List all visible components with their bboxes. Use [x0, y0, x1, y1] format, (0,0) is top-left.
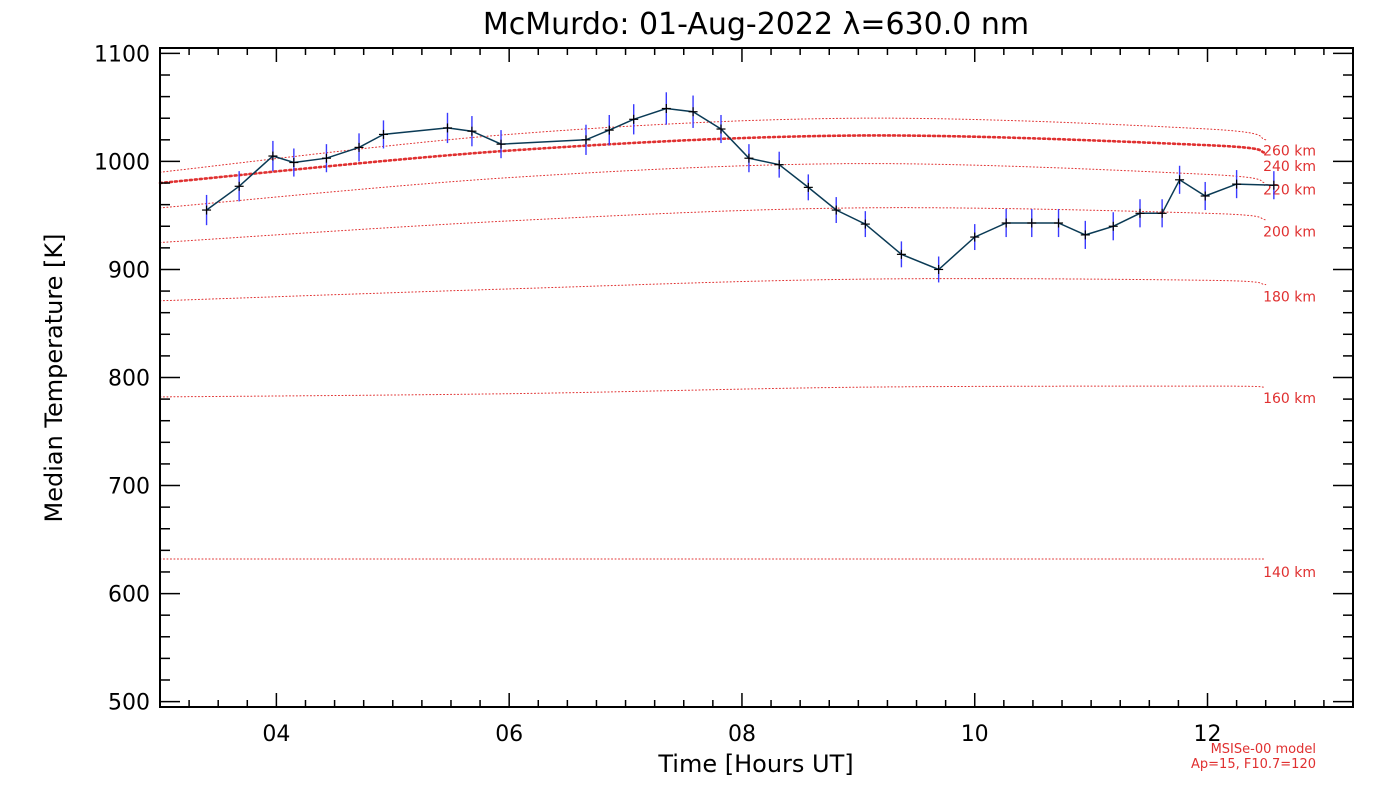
data-point — [1157, 208, 1167, 218]
data-point — [934, 264, 944, 274]
data-point — [354, 142, 364, 152]
model-curve-260km — [159, 117, 1267, 173]
model-curve-240km — [158, 134, 1267, 185]
x-axis-label: Time [Hours UT] — [657, 750, 853, 778]
data-point — [1080, 230, 1090, 240]
data-point — [831, 205, 841, 215]
model-curves: 140 km 160 km 180 km 200 km 220 km 240 km260 … — [158, 117, 1316, 581]
data-point — [688, 107, 698, 117]
data-point — [896, 249, 906, 259]
data-point — [774, 160, 784, 170]
x-tick-label: 08 — [728, 722, 756, 747]
y-tick-label: 800 — [108, 367, 150, 392]
x-tick-label: 10 — [961, 722, 989, 747]
model-curve-label: 200 km — [1263, 225, 1316, 241]
data-point — [1135, 208, 1145, 218]
data-point — [716, 124, 726, 134]
x-tick-label: 06 — [495, 722, 523, 747]
data-point — [1001, 218, 1011, 228]
model-curve-label: 180 km — [1263, 290, 1316, 306]
data-point — [604, 125, 614, 135]
model-curve-label: 220 km — [1263, 183, 1316, 199]
x-axis: 04 06 08 10 12 — [159, 48, 1354, 747]
y-tick-label: 900 — [108, 259, 150, 284]
data-point — [744, 153, 754, 163]
model-name-note: MSISe-00 model — [1211, 742, 1316, 757]
data-point — [268, 151, 278, 161]
model-curve-label: 260 km — [1263, 144, 1316, 160]
model-curve-180km — [159, 278, 1267, 302]
data-point — [1175, 175, 1185, 185]
y-tick-label: 700 — [108, 475, 150, 500]
model-curve-label: 140 km — [1263, 565, 1316, 581]
model-curve-160km — [159, 385, 1267, 398]
data-point — [581, 135, 591, 145]
y-tick-label: 1100 — [94, 42, 150, 67]
data-point — [378, 129, 388, 139]
data-point — [860, 219, 870, 229]
data-point — [1232, 179, 1242, 189]
data-point — [289, 158, 299, 168]
y-tick-label: 600 — [108, 583, 150, 608]
data-point — [970, 232, 980, 242]
y-axis: 500 600 700 800 900 1000 1100 — [94, 42, 1353, 716]
y-tick-label: 1000 — [94, 150, 150, 175]
x-tick-label: 12 — [1194, 722, 1222, 747]
data-point — [321, 153, 331, 163]
data-point — [234, 181, 244, 191]
chart-title: McMurdo: 01-Aug-2022 λ=630.0 nm — [483, 7, 1029, 42]
model-params-note: Ap=15, F10.7=120 — [1191, 757, 1316, 772]
data-point — [467, 126, 477, 136]
data-point — [442, 123, 452, 133]
data-point — [496, 139, 506, 149]
data-point — [1200, 191, 1210, 201]
model-curve-label: 160 km — [1263, 391, 1316, 407]
x-tick-label: 04 — [262, 722, 290, 747]
data-point — [1054, 218, 1064, 228]
data-point — [629, 114, 639, 124]
model-curve-200km — [159, 207, 1267, 243]
data-point — [661, 103, 671, 113]
data-point — [1108, 221, 1118, 231]
model-curve-label: 240 km — [1263, 159, 1316, 175]
data-point — [803, 182, 813, 192]
model-curve-220km — [159, 163, 1267, 209]
measured-series — [202, 92, 1279, 283]
plot-frame — [159, 47, 1354, 708]
data-point — [202, 205, 212, 215]
data-point — [1269, 180, 1279, 190]
data-point — [1027, 218, 1037, 228]
y-axis-label: Median Temperature [K] — [40, 233, 68, 522]
y-tick-label: 500 — [108, 691, 150, 716]
